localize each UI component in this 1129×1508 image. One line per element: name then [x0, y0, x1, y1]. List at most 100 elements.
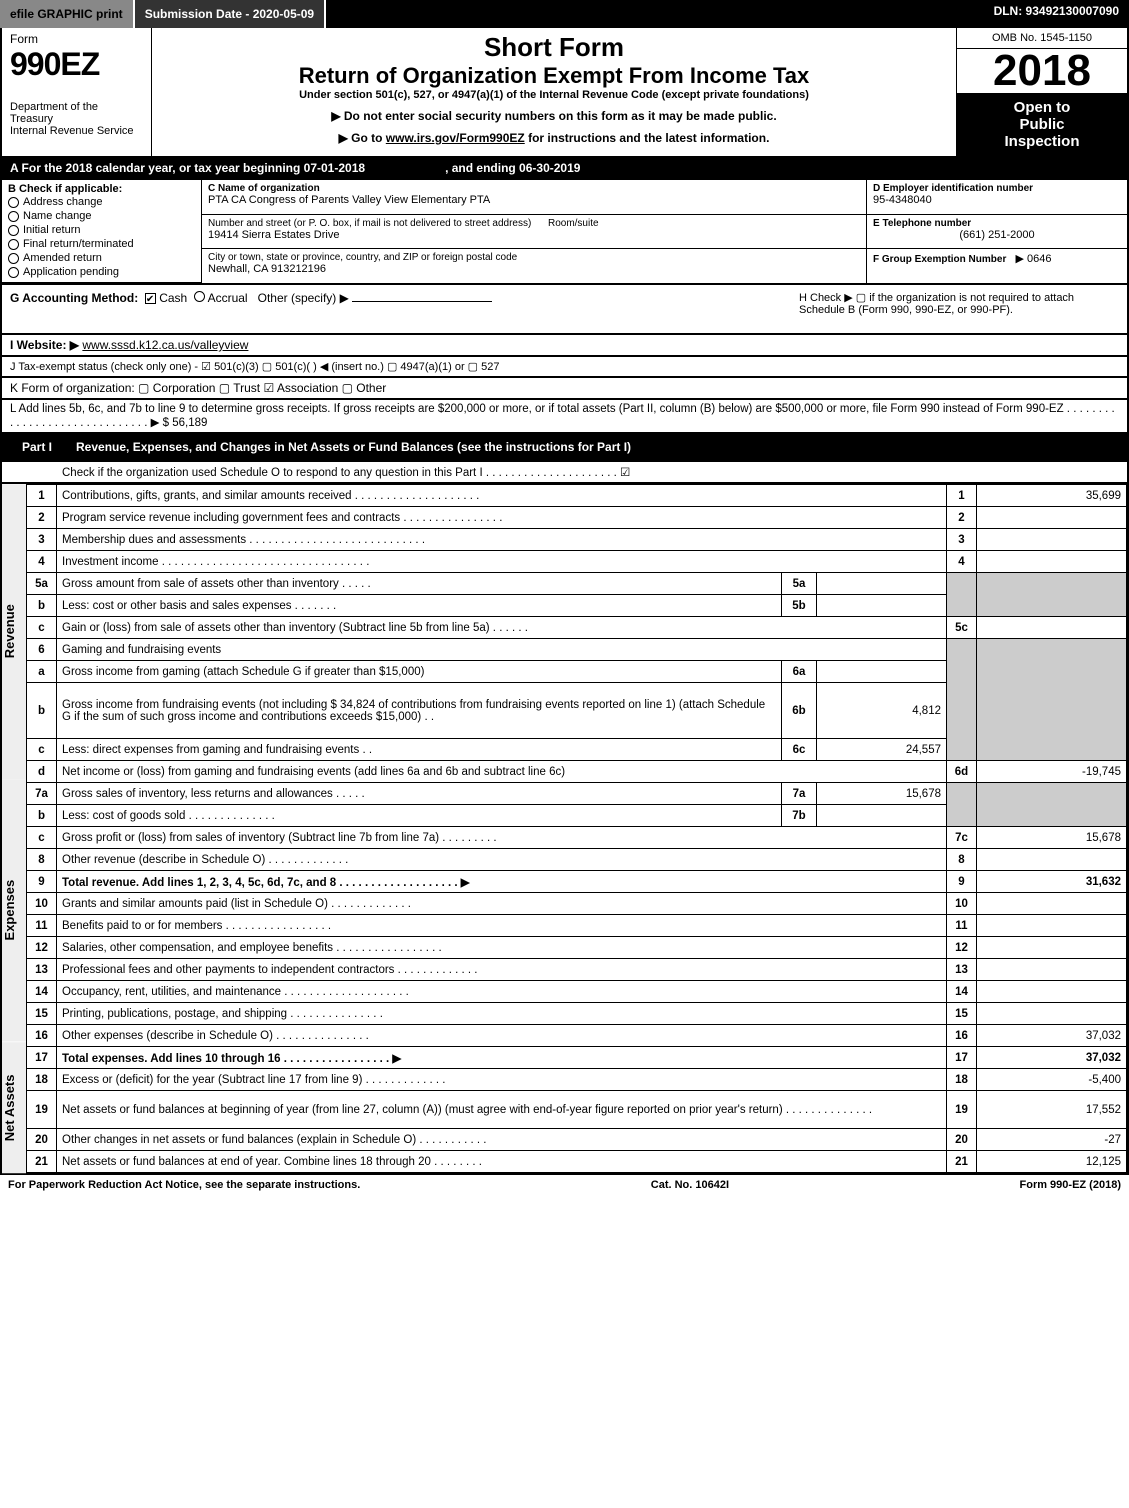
l4-ln: 4 [947, 551, 977, 573]
l21-desc: Net assets or fund balances at end of ye… [57, 1151, 947, 1173]
line-10: 10Grants and similar amounts paid (list … [27, 893, 1127, 915]
l6c-sn: 6c [782, 739, 817, 761]
l19-desc: Net assets or fund balances at beginning… [57, 1091, 947, 1129]
city-label: City or town, state or province, country… [208, 252, 860, 263]
line-6d: dNet income or (loss) from gaming and fu… [27, 761, 1127, 783]
right-header-block: OMB No. 1545-1150 2018 Open to Public In… [957, 28, 1127, 156]
line-7c: cGross profit or (loss) from sales of in… [27, 827, 1127, 849]
fin-table: 1Contributions, gifts, grants, and simil… [26, 484, 1127, 1173]
chk-application-pending[interactable]: Application pending [8, 265, 195, 279]
l10-ln: 10 [947, 893, 977, 915]
period-end: , and ending 06-30-2019 [445, 161, 580, 175]
line-15: 15Printing, publications, postage, and s… [27, 1003, 1127, 1025]
l5c-num: c [27, 617, 57, 639]
l8-ln: 8 [947, 849, 977, 871]
l5a-sn: 5a [782, 573, 817, 595]
l5b-sn: 5b [782, 595, 817, 617]
l18-val: -5,400 [977, 1069, 1127, 1091]
l15-num: 15 [27, 1003, 57, 1025]
l17-ln: 17 [947, 1047, 977, 1069]
l2-desc: Program service revenue including govern… [57, 507, 947, 529]
l7c-desc: Gross profit or (loss) from sales of inv… [57, 827, 947, 849]
l6c-desc: Less: direct expenses from gaming and fu… [57, 739, 782, 761]
l15-ln: 15 [947, 1003, 977, 1025]
efile-print-button[interactable]: efile GRAPHIC print [0, 0, 135, 28]
l14-val [977, 981, 1127, 1003]
tax-year: 2018 [957, 49, 1127, 93]
c-label: C Name of organization [208, 183, 860, 194]
l12-val [977, 937, 1127, 959]
part1-title: Revenue, Expenses, and Changes in Net As… [76, 440, 631, 454]
l10-val [977, 893, 1127, 915]
l6d-num: d [27, 761, 57, 783]
l1-ln: 1 [947, 485, 977, 507]
side-netassets: Net Assets [2, 1042, 26, 1173]
l7b-sv [817, 805, 947, 827]
g-label: G Accounting Method: [10, 291, 138, 305]
l7c-val: 15,678 [977, 827, 1127, 849]
section-c-address: Number and street (or P. O. box, if mail… [202, 215, 867, 250]
l19-num: 19 [27, 1091, 57, 1129]
row-g-h: G Accounting Method: Cash Accrual Other … [0, 285, 1129, 335]
section-d: D Employer identification number 95-4348… [867, 180, 1127, 215]
l6a-desc: Gross income from gaming (attach Schedul… [57, 661, 782, 683]
period-row: A For the 2018 calendar year, or tax yea… [0, 158, 1129, 180]
chk-amended[interactable]: Amended return [8, 251, 195, 265]
row-k: K Form of organization: ▢ Corporation ▢ … [0, 378, 1129, 400]
open-to-public: Open to Public Inspection [957, 93, 1127, 156]
chk-label-name: Name change [23, 210, 92, 222]
l8-num: 8 [27, 849, 57, 871]
l8-desc: Other revenue (describe in Schedule O) .… [57, 849, 947, 871]
l6-shade2 [977, 639, 1127, 761]
l7c-num: c [27, 827, 57, 849]
l2-num: 2 [27, 507, 57, 529]
addr-label: Number and street (or P. O. box, if mail… [208, 218, 860, 229]
chk-label-address: Address change [23, 196, 103, 208]
l7b-desc: Less: cost of goods sold . . . . . . . .… [57, 805, 782, 827]
line-9: 9Total revenue. Add lines 1, 2, 3, 4, 5c… [27, 871, 1127, 893]
l6-shade1 [947, 639, 977, 761]
l17-num: 17 [27, 1047, 57, 1069]
l6b-num: b [27, 683, 57, 739]
line-7a: 7aGross sales of inventory, less returns… [27, 783, 1127, 805]
l11-ln: 11 [947, 915, 977, 937]
page-footer: For Paperwork Reduction Act Notice, see … [0, 1175, 1129, 1195]
open-line2: Public [963, 116, 1121, 133]
l6b-sn: 6b [782, 683, 817, 739]
irs-link[interactable]: www.irs.gov/Form990EZ [386, 131, 525, 145]
chk-cash[interactable] [145, 293, 156, 304]
l11-num: 11 [27, 915, 57, 937]
side-expenses: Expenses [2, 779, 26, 1041]
g-cash: Cash [159, 291, 187, 305]
part1-label: Part I [10, 438, 64, 456]
line-11: 11Benefits paid to or for members . . . … [27, 915, 1127, 937]
l6-desc: Gaming and fundraising events [57, 639, 947, 661]
l6a-sv [817, 661, 947, 683]
chk-final-return[interactable]: Final return/terminated [8, 237, 195, 251]
l19-ln: 19 [947, 1091, 977, 1129]
l3-desc: Membership dues and assessments . . . . … [57, 529, 947, 551]
g-accrual: Accrual [208, 291, 248, 305]
l18-desc: Excess or (deficit) for the year (Subtra… [57, 1069, 947, 1091]
l3-val [977, 529, 1127, 551]
line-4: 4Investment income . . . . . . . . . . .… [27, 551, 1127, 573]
submission-date-button[interactable]: Submission Date - 2020-05-09 [135, 0, 326, 28]
l5b-desc: Less: cost or other basis and sales expe… [57, 595, 782, 617]
section-h: H Check ▶ ▢ if the organization is not r… [799, 291, 1119, 327]
chk-address-change[interactable]: Address change [8, 195, 195, 209]
l1-desc: Contributions, gifts, grants, and simila… [57, 485, 947, 507]
l10-num: 10 [27, 893, 57, 915]
form-word: Form [10, 32, 143, 46]
l3-num: 3 [27, 529, 57, 551]
line-18: 18Excess or (deficit) for the year (Subt… [27, 1069, 1127, 1091]
chk-name-change[interactable]: Name change [8, 209, 195, 223]
l6c-num: c [27, 739, 57, 761]
l4-desc: Investment income . . . . . . . . . . . … [57, 551, 947, 573]
chk-accrual[interactable] [194, 291, 205, 302]
line-14: 14Occupancy, rent, utilities, and mainte… [27, 981, 1127, 1003]
section-c-name: C Name of organization PTA CA Congress o… [202, 180, 867, 215]
l7c-ln: 7c [947, 827, 977, 849]
chk-initial-return[interactable]: Initial return [8, 223, 195, 237]
l4-val [977, 551, 1127, 573]
website-link[interactable]: www.sssd.k12.ca.us/valleyview [82, 338, 248, 352]
